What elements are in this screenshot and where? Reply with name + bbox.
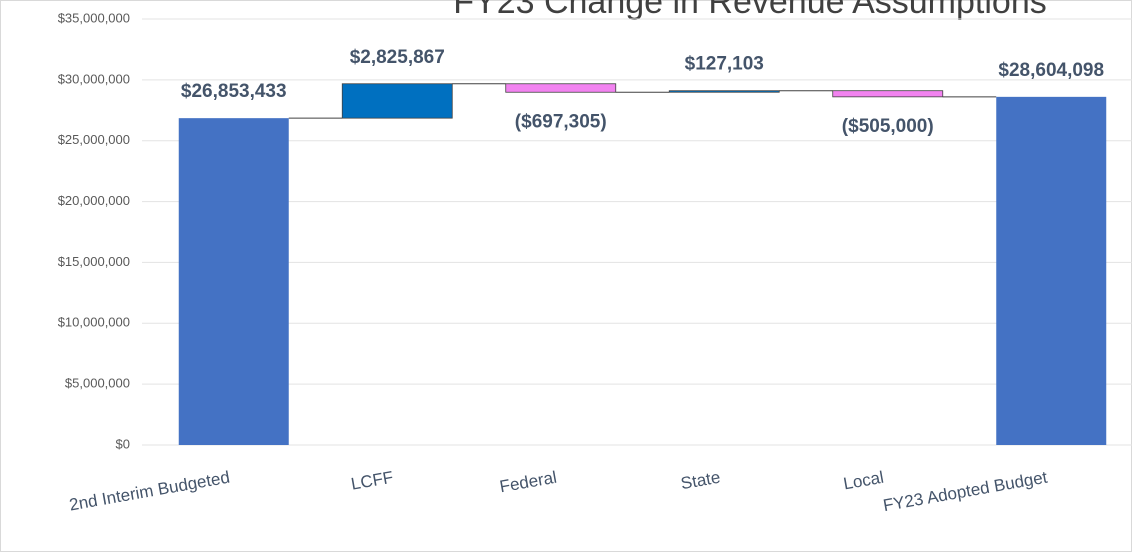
bar [668,90,780,93]
y-tick-label: $10,000,000 [58,315,130,330]
y-tick-label: $25,000,000 [58,132,130,147]
chart-title: FY23 Change in Revenue Assumptions [453,0,1046,21]
bar [505,83,617,93]
y-tick-label: $30,000,000 [58,71,130,86]
value-label: ($505,000) [842,116,934,137]
y-tick-label: $35,000,000 [58,10,130,25]
y-tick-label: $5,000,000 [65,376,130,391]
value-label: ($697,305) [515,111,607,132]
value-label: $26,853,433 [181,81,287,102]
bar [996,96,1107,446]
value-label: $2,825,867 [350,47,445,68]
value-label: $127,103 [685,54,764,75]
bar [832,90,944,98]
y-tick-label: $0 [116,436,130,451]
value-label: $28,604,098 [998,60,1104,81]
bar [178,118,289,445]
bar [341,83,453,119]
y-tick-label: $15,000,000 [58,254,130,269]
y-tick-label: $20,000,000 [58,193,130,208]
